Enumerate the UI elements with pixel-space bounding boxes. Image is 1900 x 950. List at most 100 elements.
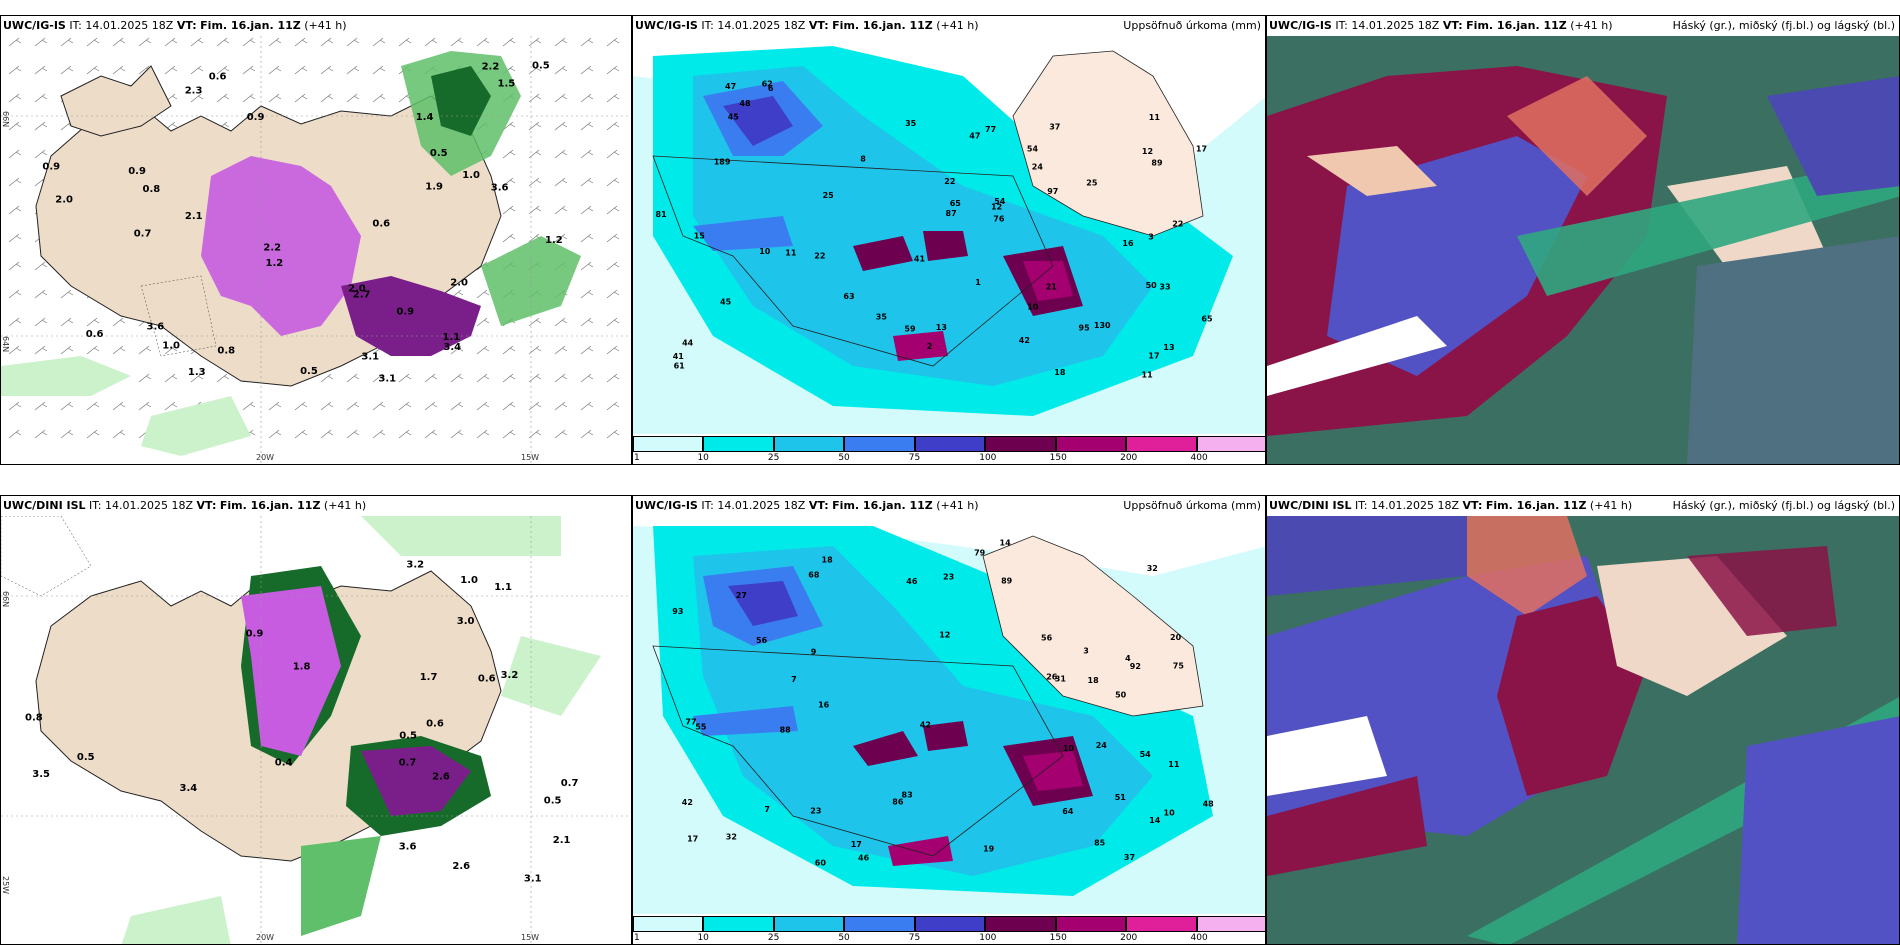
wind-barb [580, 149, 594, 159]
map-value-label: 0.7 [399, 758, 417, 769]
map-value-label: 97 [1047, 187, 1058, 196]
wind-barb [606, 93, 620, 103]
wind-barb [554, 121, 568, 131]
map-value-label: 1.0 [462, 170, 480, 181]
panel-header: UWC/IG-IS IT: 14.01.2025 18Z VT: Fim. 16… [1, 16, 631, 36]
lat-label-64n: 64N [1, 336, 10, 353]
map-value-label: 92 [1130, 662, 1141, 671]
map-value-label: 79 [974, 549, 986, 558]
map-value-label: 77 [985, 125, 996, 134]
model-name: UWC/IG-IS [1269, 19, 1332, 32]
map-value-label: 17 [1148, 351, 1159, 360]
map-value-label: 47 [725, 82, 736, 91]
wind-barb [60, 317, 74, 327]
colorbar-swatch [914, 916, 986, 932]
map-value-label: 13 [936, 323, 947, 332]
clouds-map [1267, 36, 1899, 464]
panel-header: UWC/DINI ISL IT: 14.01.2025 18Z VT: Fim.… [1267, 496, 1899, 516]
map-value-label: 3.6 [147, 321, 165, 332]
wind-barb [372, 37, 386, 47]
wind-barb [216, 37, 230, 47]
wind-barb [164, 401, 178, 411]
map-value-label: 46 [906, 577, 918, 586]
map-value-label: 32 [1147, 564, 1158, 573]
panel-header: UWC/IG-IS IT: 14.01.2025 18Z VT: Fim. 16… [633, 496, 1265, 516]
map-value-label: 54 [994, 197, 1006, 206]
wind-barb [554, 177, 568, 187]
lead-time: (+41 h) [1589, 499, 1633, 512]
map-value-label: 12 [1142, 147, 1153, 156]
map-value-label: 16 [1122, 239, 1134, 248]
wind-barb [320, 401, 334, 411]
wind-barb [372, 401, 386, 411]
map-value-label: 2.6 [432, 772, 450, 783]
map-value-label: 3.1 [378, 374, 396, 385]
wind-barb [554, 37, 568, 47]
wind-barb [528, 121, 542, 131]
wind-barb [346, 429, 360, 439]
map-value-label: 0.6 [372, 219, 390, 230]
wind-barb [580, 289, 594, 299]
wind-barb [528, 373, 542, 383]
wind-barb [60, 429, 74, 439]
colorbar-label: 1 [634, 453, 640, 463]
map-value-label: 46 [858, 854, 870, 863]
model-name: UWC/IG-IS [3, 19, 66, 32]
wind-barb [8, 429, 22, 439]
map-value-label: 75 [1173, 662, 1185, 671]
wind-barb [424, 373, 438, 383]
map-value-label: 2.1 [553, 835, 571, 846]
wind-barb [8, 345, 22, 355]
wind-barb [86, 317, 100, 327]
map-value-label: 7 [764, 805, 770, 814]
wind-barb [346, 65, 360, 75]
wind-barb [320, 429, 334, 439]
map-value-label: 11 [1142, 371, 1154, 380]
map-value-label: 56 [1041, 634, 1053, 643]
map-value-label: 3.0 [457, 616, 475, 627]
wind-barb [190, 373, 204, 383]
wind-barb [60, 345, 74, 355]
map-value-label: 0.9 [396, 307, 414, 318]
map-value-label: 10 [1164, 808, 1176, 817]
map-value-label: 0.5 [532, 61, 550, 72]
map-value-label: 0.6 [86, 329, 104, 340]
map-value-label: 22 [1172, 220, 1183, 229]
wind-barb [580, 429, 594, 439]
map-value-label: 13 [1163, 343, 1174, 352]
vt-label: VT: [808, 19, 829, 32]
wind-barb [606, 345, 620, 355]
map-value-label: 14 [1149, 816, 1161, 825]
colorbar-swatch [1126, 436, 1197, 452]
lon-label-20w: 20W [256, 453, 275, 462]
wind-barb [502, 205, 516, 215]
wind-barb [606, 261, 620, 271]
wind-barb [8, 149, 22, 159]
wind-barb [580, 401, 594, 411]
colorbar-swatch [633, 436, 704, 452]
vt-label: VT: [196, 499, 217, 512]
colorbar-label: 50 [838, 453, 850, 463]
map-value-label: 18 [1054, 368, 1066, 377]
map-value-label: 17 [1196, 144, 1207, 153]
map-value-label: 62 [762, 80, 773, 89]
map-value-label: 1.0 [162, 341, 180, 352]
wind-barb [528, 345, 542, 355]
colorbar-swatch [1055, 436, 1127, 452]
map-value-label: 1.2 [266, 258, 284, 269]
lat-label-66n: 66N [1, 591, 10, 608]
map-value-label: 88 [780, 726, 792, 735]
vt-label: VT: [176, 19, 197, 32]
map-value-label: 10 [1063, 744, 1075, 753]
map-value-label: 12 [991, 202, 1002, 211]
wind-barb [268, 37, 282, 47]
wind-barb [580, 37, 594, 47]
map-value-label: 3.1 [361, 352, 379, 363]
map-value-label: 19 [983, 844, 995, 853]
map-value-label: 23 [943, 573, 954, 582]
map-value-label: 1.3 [188, 367, 206, 378]
init-time: 14.01.2025 18Z [105, 499, 194, 512]
map-value-label: 48 [739, 99, 751, 108]
map-value-label: 0.5 [300, 366, 318, 377]
valid-time: Fim. 16.jan. 11Z [200, 19, 301, 32]
